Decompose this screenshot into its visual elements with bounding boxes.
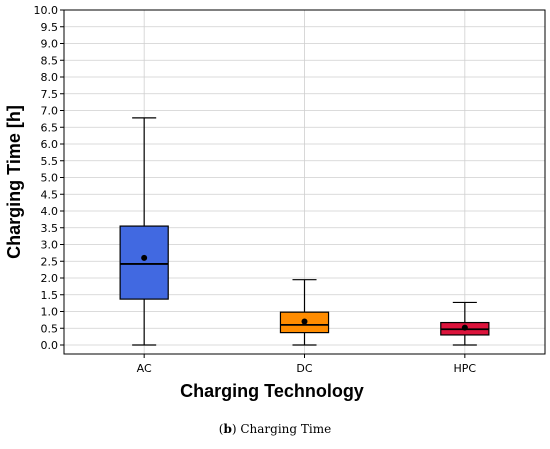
y-tick-label: 10.0: [34, 4, 59, 17]
x-axis-ticks: AC DC HPC: [137, 354, 477, 375]
caption-text: Charging Time: [240, 422, 332, 436]
y-tick-label: 6.0: [41, 138, 59, 151]
y-tick-label: 3.5: [41, 222, 59, 235]
mean-marker: [461, 324, 468, 331]
y-tick-label: 4.5: [41, 188, 59, 201]
box-hpc: [440, 301, 490, 346]
y-tick-label: 7.5: [41, 88, 59, 101]
y-tick-label: 1.5: [41, 289, 59, 302]
x-axis-title: Charging Technology: [180, 381, 364, 401]
y-tick-label: 0.0: [41, 339, 59, 352]
box-ac: [119, 117, 169, 346]
mean-marker: [301, 318, 308, 325]
y-tick-label: 4.0: [41, 205, 59, 218]
y-tick-label: 8.0: [41, 71, 59, 84]
x-tick-label: HPC: [454, 362, 477, 375]
box-series: [119, 117, 490, 346]
y-axis-ticks: 0.0 0.5 1.0 1.5 2.0 2.5 3.0 3.5 4.0 4.5 5.0 5.5 6.0 6…: [34, 4, 64, 352]
y-tick-label: 9.0: [41, 38, 59, 51]
y-tick-label: 5.5: [41, 155, 59, 168]
y-axis-title: Charging Time [h]: [4, 105, 24, 259]
y-tick-label: 7.0: [41, 105, 59, 118]
y-tick-label: 5.0: [41, 172, 59, 185]
box-dc: [279, 279, 330, 346]
caption-label: b: [223, 422, 232, 436]
y-tick-label: 0.5: [41, 322, 59, 335]
y-tick-label: 8.5: [41, 54, 59, 67]
y-tick-label: 2.0: [41, 272, 59, 285]
y-tick-label: 9.5: [41, 21, 59, 34]
figure-caption: (b) Charging Time: [218, 422, 332, 436]
y-tick-label: 1.0: [41, 306, 59, 319]
mean-marker: [141, 254, 148, 261]
x-tick-label: AC: [137, 362, 152, 375]
y-tick-label: 3.0: [41, 239, 59, 252]
y-tick-label: 6.5: [41, 121, 59, 134]
y-tick-label: 2.5: [41, 255, 59, 268]
x-tick-label: DC: [296, 362, 312, 375]
iqr-box: [119, 225, 169, 300]
